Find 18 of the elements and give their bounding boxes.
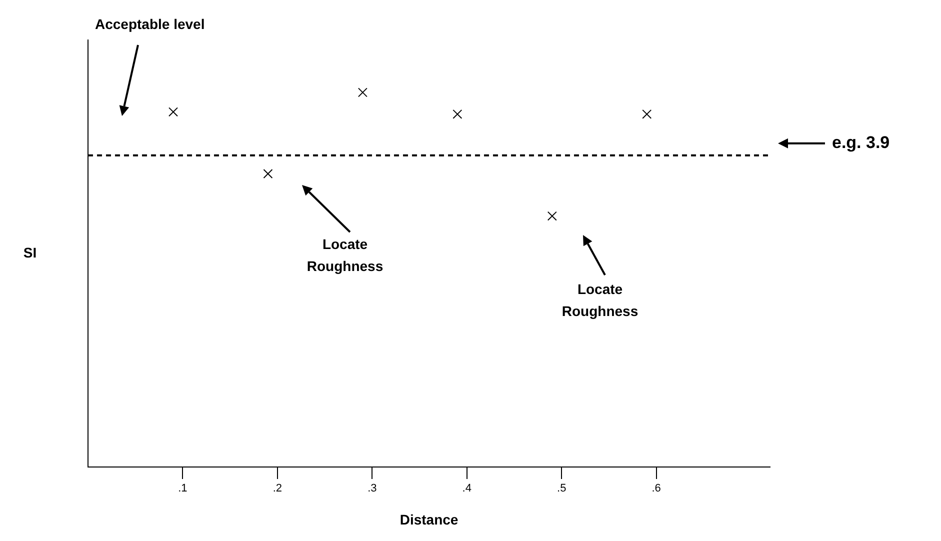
ref-line-label: e.g. 3.9 — [832, 133, 890, 152]
point — [547, 211, 557, 221]
point — [168, 107, 178, 117]
annotation: Locate Roughness — [562, 280, 638, 319]
text: Acceptable level — [95, 16, 205, 32]
x-axis-title: Distance — [400, 511, 458, 528]
y-axis-title: SI — [23, 244, 37, 260]
annotation: Locate Roughness — [306, 236, 384, 274]
point — [263, 168, 273, 178]
x-tick-label: .4 — [462, 482, 472, 495]
point — [642, 109, 652, 119]
point — [358, 88, 368, 98]
x-tick-label: .5 — [557, 482, 566, 495]
x-tick-label: .2 — [272, 482, 282, 495]
x-tick-label: .6 — [652, 482, 661, 495]
point — [452, 109, 462, 119]
x-tick-label: .1 — [178, 482, 188, 495]
x-tick-label: .3 — [368, 482, 377, 495]
